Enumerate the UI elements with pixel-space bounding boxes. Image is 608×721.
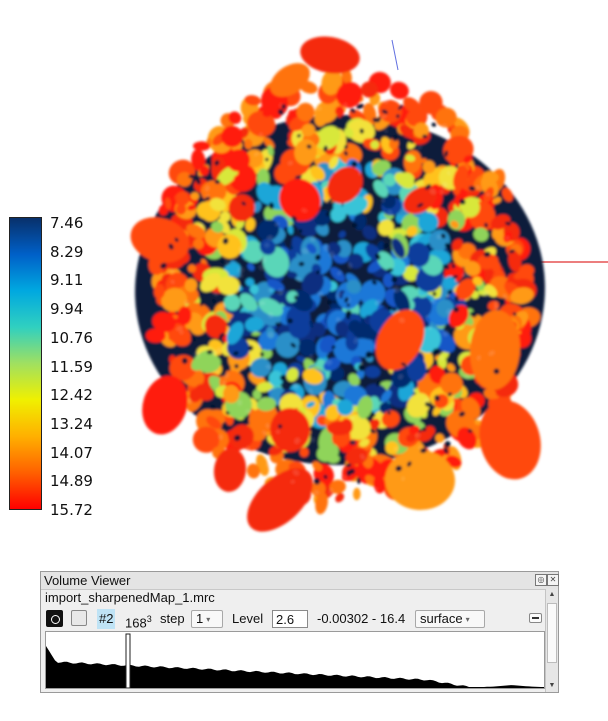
volume-file-name: import_sharpenedMap_1.mrc [45, 590, 215, 605]
color-key-label: 14.07 [50, 443, 93, 462]
scroll-thumb[interactable] [547, 603, 557, 663]
color-key-label: 10.76 [50, 328, 93, 347]
color-key-label: 8.29 [50, 242, 84, 261]
style-select[interactable]: surface ▾ [415, 610, 485, 628]
step-select[interactable]: 1 ▾ [191, 610, 223, 628]
chevron-down-icon: ▾ [465, 614, 470, 624]
chevron-down-icon: ▾ [206, 614, 211, 624]
close-icon[interactable]: ✕ [547, 574, 559, 586]
panel-title: Volume Viewer [44, 573, 131, 588]
axis-line-blue [391, 39, 399, 71]
color-key-label: 11.59 [50, 357, 93, 376]
volume-viewer-panel: Volume Viewer ◎ ✕ import_sharpenedMap_1.… [40, 571, 559, 693]
color-key-bar [9, 217, 42, 510]
level-marker [125, 633, 131, 689]
undock-icon[interactable]: ◎ [535, 574, 547, 586]
color-key-label: 9.11 [50, 271, 84, 290]
grid-size-exponent: 3 [146, 614, 152, 624]
panel-scrollbar[interactable]: ▲ ▼ [545, 589, 558, 692]
3d-viewport[interactable] [0, 0, 608, 550]
color-key-label: 13.24 [50, 414, 93, 433]
scroll-up-icon[interactable]: ▲ [548, 591, 556, 598]
histogram-graphic [46, 633, 544, 689]
step-label: step [160, 611, 185, 626]
scroll-down-icon[interactable]: ▼ [548, 682, 556, 689]
grid-size-text: 1683 [125, 609, 152, 631]
color-swatch-button[interactable] [71, 610, 87, 626]
display-toggle-button[interactable] [46, 610, 63, 627]
eye-icon [51, 615, 60, 624]
level-input[interactable] [272, 610, 308, 628]
color-key-label: 15.72 [50, 501, 93, 519]
grid-size: 168 [125, 615, 147, 631]
data-range-text: -0.00302 - 16.4 [317, 611, 406, 626]
model-id: #2 [97, 609, 116, 629]
volume-controls-row: #2 1683 step 1▾ Level -0.00302 - 16.4 su… [45, 609, 545, 631]
color-key-label: 7.46 [50, 214, 84, 232]
molecular-surface-map[interactable] [0, 0, 608, 550]
panel-menu-button[interactable] [529, 613, 542, 623]
step-value: 1 [196, 611, 204, 626]
color-key-label: 9.94 [50, 300, 84, 319]
histogram-bars [46, 646, 544, 688]
level-label: Level [232, 611, 264, 626]
menu-icon [532, 617, 539, 619]
color-key-label: 14.89 [50, 472, 93, 491]
histogram-plot[interactable] [45, 631, 545, 689]
color-key-label: 12.42 [50, 386, 93, 405]
style-value: surface [420, 611, 463, 626]
panel-title-bar: Volume Viewer ◎ ✕ [41, 572, 559, 590]
